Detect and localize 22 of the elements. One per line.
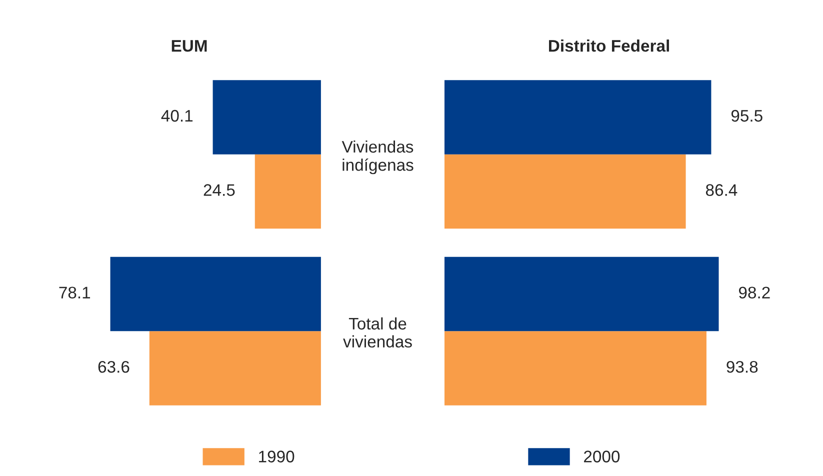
- legend-label: 1990: [259, 450, 294, 462]
- data-label: 93.8: [726, 360, 758, 373]
- chart-title: EUM: [172, 40, 207, 52]
- data-label: 95.5: [731, 110, 762, 122]
- chart-title: Distrito Federal: [549, 39, 669, 52]
- data-label: 40.1: [161, 110, 193, 122]
- bar: [212, 80, 321, 154]
- data-label: 98.2: [738, 286, 770, 299]
- data-label: 78.1: [59, 286, 90, 299]
- bar: [444, 331, 706, 406]
- data-label: 86.4: [706, 184, 738, 196]
- bar: [149, 331, 321, 406]
- bar: [254, 154, 321, 229]
- y-tick-label: Viviendas indígenas: [342, 140, 414, 174]
- legend-label: 2000: [584, 450, 620, 462]
- bar: [444, 80, 712, 154]
- bar: [444, 154, 686, 229]
- data-label: 24.5: [204, 184, 235, 196]
- bar: [444, 256, 719, 332]
- y-tick-label: Total de viviendas: [343, 317, 412, 348]
- bar: [110, 256, 321, 332]
- data-label: 63.6: [98, 360, 130, 373]
